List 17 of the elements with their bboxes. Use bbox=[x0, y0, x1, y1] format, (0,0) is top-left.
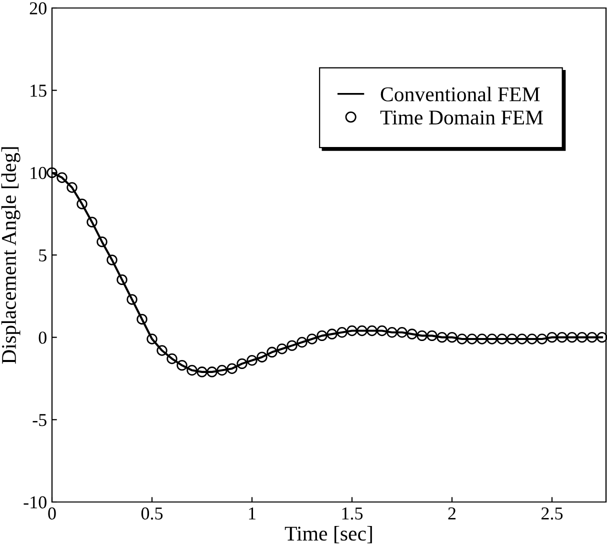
y-tick-label: -10 bbox=[24, 496, 46, 508]
y-tick-label: 20 bbox=[30, 2, 46, 14]
x-tick-label: 2 bbox=[448, 507, 456, 520]
x-tick-label: 2.5 bbox=[542, 507, 563, 520]
y-tick-label: 0 bbox=[38, 332, 46, 344]
legend-label: Time Domain FEM bbox=[380, 110, 543, 125]
y-tick-label: 10 bbox=[30, 166, 46, 180]
y-tick-label: -5 bbox=[32, 414, 46, 426]
legend-label: Conventional FEM bbox=[380, 86, 540, 102]
x-tick-label: 0 bbox=[48, 507, 56, 520]
x-tick-label: 1 bbox=[249, 507, 256, 520]
y-axis-title: Displacement Angle [deg] bbox=[1, 147, 20, 364]
x-axis-title: Time [sec] bbox=[284, 526, 372, 544]
x-tick-label: 0.5 bbox=[141, 507, 163, 520]
y-tick-label: 5 bbox=[39, 249, 46, 262]
x-tick-label: 1.5 bbox=[342, 507, 363, 520]
y-tick-label: 15 bbox=[30, 84, 46, 97]
